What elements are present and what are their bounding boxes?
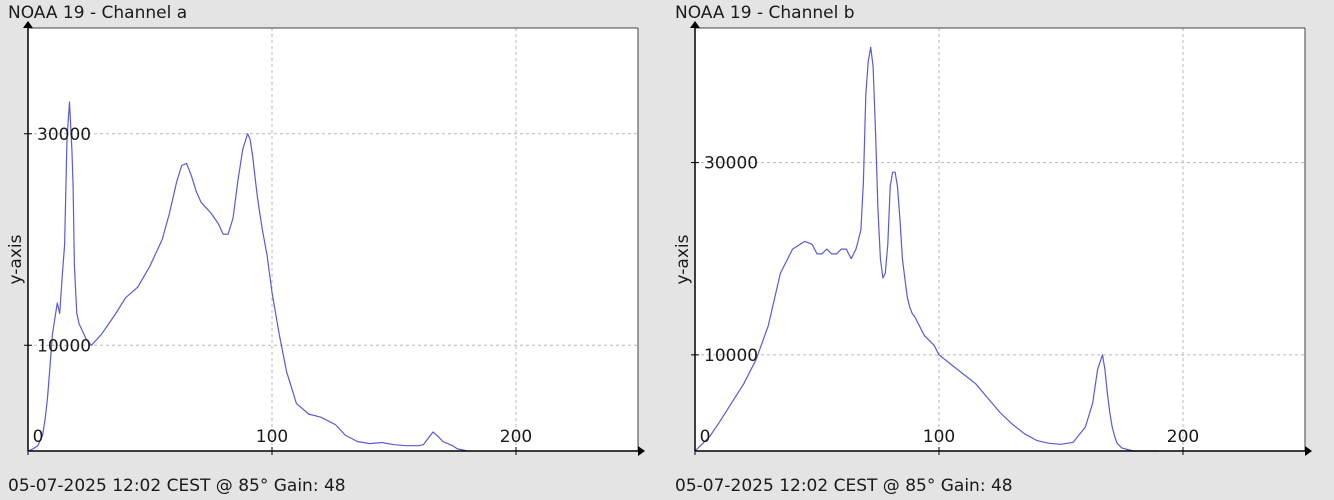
y-axis-label: y-axis <box>673 234 693 284</box>
x-tick-label: 0 <box>33 427 44 447</box>
x-tick-label: 200 <box>1167 427 1199 447</box>
y-tick-label: 30000 <box>37 125 91 145</box>
x-tick-label: 200 <box>500 427 532 447</box>
series-line <box>694 46 1159 452</box>
chart-panel-channel-b: NOAA 19 - Channel b 0 100 200 10000 30000 y-a… <box>667 0 1334 500</box>
chart-title: NOAA 19 - Channel a <box>8 3 188 23</box>
x-tick-label: 100 <box>923 427 955 447</box>
chart-footer: 05-07-2025 12:02 CEST @ 85° Gain: 48 <box>675 476 1013 496</box>
y-tick-label: 10000 <box>704 346 758 366</box>
x-axis-arrow-icon <box>638 446 645 456</box>
chart-plot-channel-b: 0 100 200 10000 30000 y-axis <box>673 21 1312 456</box>
x-tick-label: 100 <box>256 427 288 447</box>
x-tick-label: 0 <box>700 427 711 447</box>
x-axis-arrow-icon <box>1305 446 1312 456</box>
y-axis-arrow-icon <box>23 21 33 28</box>
series-line <box>27 101 468 452</box>
chart-title: NOAA 19 - Channel b <box>675 3 855 23</box>
plot-area <box>28 28 638 451</box>
chart-panel-channel-a: NOAA 19 - Channel a 0 100 200 10000 30000 y-a… <box>6 3 645 496</box>
y-axis-label: y-axis <box>6 234 26 284</box>
plot-area <box>695 28 1305 451</box>
y-tick-label: 10000 <box>37 336 91 356</box>
chart-footer: 05-07-2025 12:02 CEST @ 85° Gain: 48 <box>8 476 346 496</box>
y-axis-arrow-icon <box>690 21 700 28</box>
y-tick-label: 30000 <box>704 154 758 174</box>
chart-plot-channel-a: 0 100 200 10000 30000 y-axis <box>6 21 645 456</box>
